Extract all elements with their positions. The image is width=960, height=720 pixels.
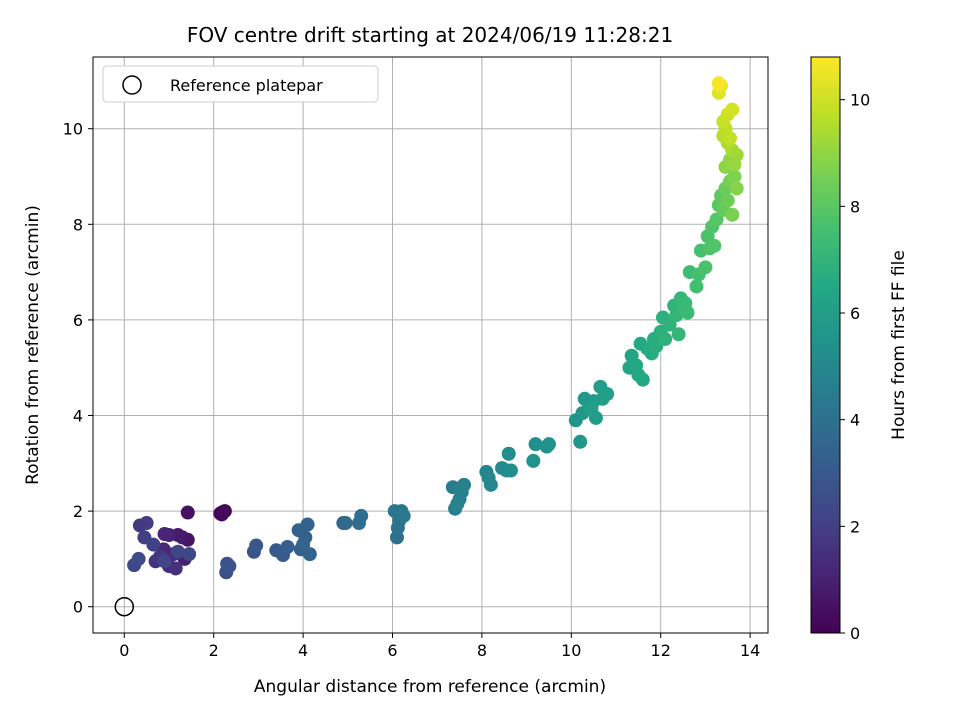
- x-tick-label: 12: [651, 641, 671, 660]
- data-point: [354, 508, 369, 523]
- data-point: [457, 477, 472, 492]
- chart-title: FOV centre drift starting at 2024/06/19 …: [187, 23, 673, 47]
- data-point: [671, 327, 686, 342]
- legend-entry-reference: Reference platepar: [170, 76, 323, 95]
- data-point: [689, 279, 704, 294]
- colorbar-gradient: [810, 56, 841, 634]
- x-axis-label: Angular distance from reference (arcmin): [254, 677, 606, 697]
- data-point: [680, 305, 695, 320]
- data-point: [146, 537, 161, 552]
- x-axis-ticks: 0 2 4 6 8 10 12 14: [119, 633, 760, 660]
- y-axis-label: Rotation from reference (arcmin): [23, 205, 43, 485]
- data-point: [725, 102, 740, 117]
- data-point: [707, 238, 722, 253]
- data-point: [182, 547, 197, 562]
- data-point: [170, 544, 185, 559]
- data-point: [214, 507, 229, 522]
- data-point: [711, 76, 726, 91]
- data-point: [180, 505, 195, 520]
- data-points: [127, 76, 744, 580]
- data-point: [300, 517, 315, 532]
- x-tick-label: 0: [119, 641, 129, 660]
- data-point: [249, 538, 264, 553]
- data-point: [157, 554, 172, 569]
- colorbar-ticks: 0 2 4 6 8 10: [840, 91, 870, 643]
- data-point: [338, 516, 353, 531]
- data-point: [157, 527, 172, 542]
- data-point: [573, 434, 588, 449]
- data-point: [528, 437, 543, 452]
- data-point: [720, 193, 735, 208]
- data-point: [526, 453, 541, 468]
- data-point: [723, 131, 738, 146]
- data-point: [396, 508, 411, 523]
- data-point: [483, 477, 498, 492]
- plot-frame: [92, 56, 769, 634]
- y-tick-label: 4: [73, 407, 83, 426]
- reference-marker: [114, 596, 135, 617]
- x-tick-label: 6: [387, 641, 397, 660]
- x-tick-label: 8: [477, 641, 487, 660]
- y-tick-label: 6: [73, 311, 83, 330]
- grid-lines: [93, 57, 768, 633]
- data-point: [539, 439, 554, 454]
- legend-box: [102, 65, 379, 103]
- y-tick-label: 2: [73, 502, 83, 521]
- data-point: [658, 332, 673, 347]
- data-point: [503, 463, 518, 478]
- data-point: [450, 496, 465, 511]
- colorbar-tick-label: 8: [850, 197, 860, 216]
- data-point: [600, 386, 615, 401]
- data-point: [635, 372, 650, 387]
- data-point: [729, 181, 744, 196]
- data-point: [698, 260, 713, 275]
- x-tick-label: 14: [740, 641, 760, 660]
- colorbar-tick-label: 0: [850, 624, 860, 643]
- x-tick-label: 2: [209, 641, 219, 660]
- data-point: [584, 401, 599, 416]
- legend-marker-open-circle: [122, 75, 142, 95]
- colorbar-tick-label: 4: [850, 411, 860, 430]
- colorbar-tick-label: 10: [850, 91, 870, 110]
- data-point: [727, 169, 742, 184]
- reference-point: [114, 596, 135, 617]
- x-tick-label: 4: [298, 641, 308, 660]
- y-axis-ticks: 0 2 4 6 8 10: [63, 120, 93, 617]
- data-point: [280, 539, 295, 554]
- data-point: [501, 446, 516, 461]
- colorbar: 0 2 4 6 8 10 Hours from first FF file: [810, 56, 909, 643]
- y-tick-label: 8: [73, 215, 83, 234]
- data-point: [725, 207, 740, 222]
- data-point: [131, 551, 146, 566]
- data-point: [168, 561, 183, 576]
- x-tick-label: 10: [561, 641, 581, 660]
- data-point: [220, 556, 235, 571]
- colorbar-tick-label: 2: [850, 517, 860, 536]
- y-tick-label: 0: [73, 598, 83, 617]
- colorbar-tick-label: 6: [850, 304, 860, 323]
- legend: Reference platepar: [102, 65, 379, 103]
- data-point: [139, 516, 154, 531]
- colorbar-label: Hours from first FF file: [889, 250, 909, 440]
- y-tick-label: 10: [63, 120, 83, 139]
- data-point: [296, 537, 311, 552]
